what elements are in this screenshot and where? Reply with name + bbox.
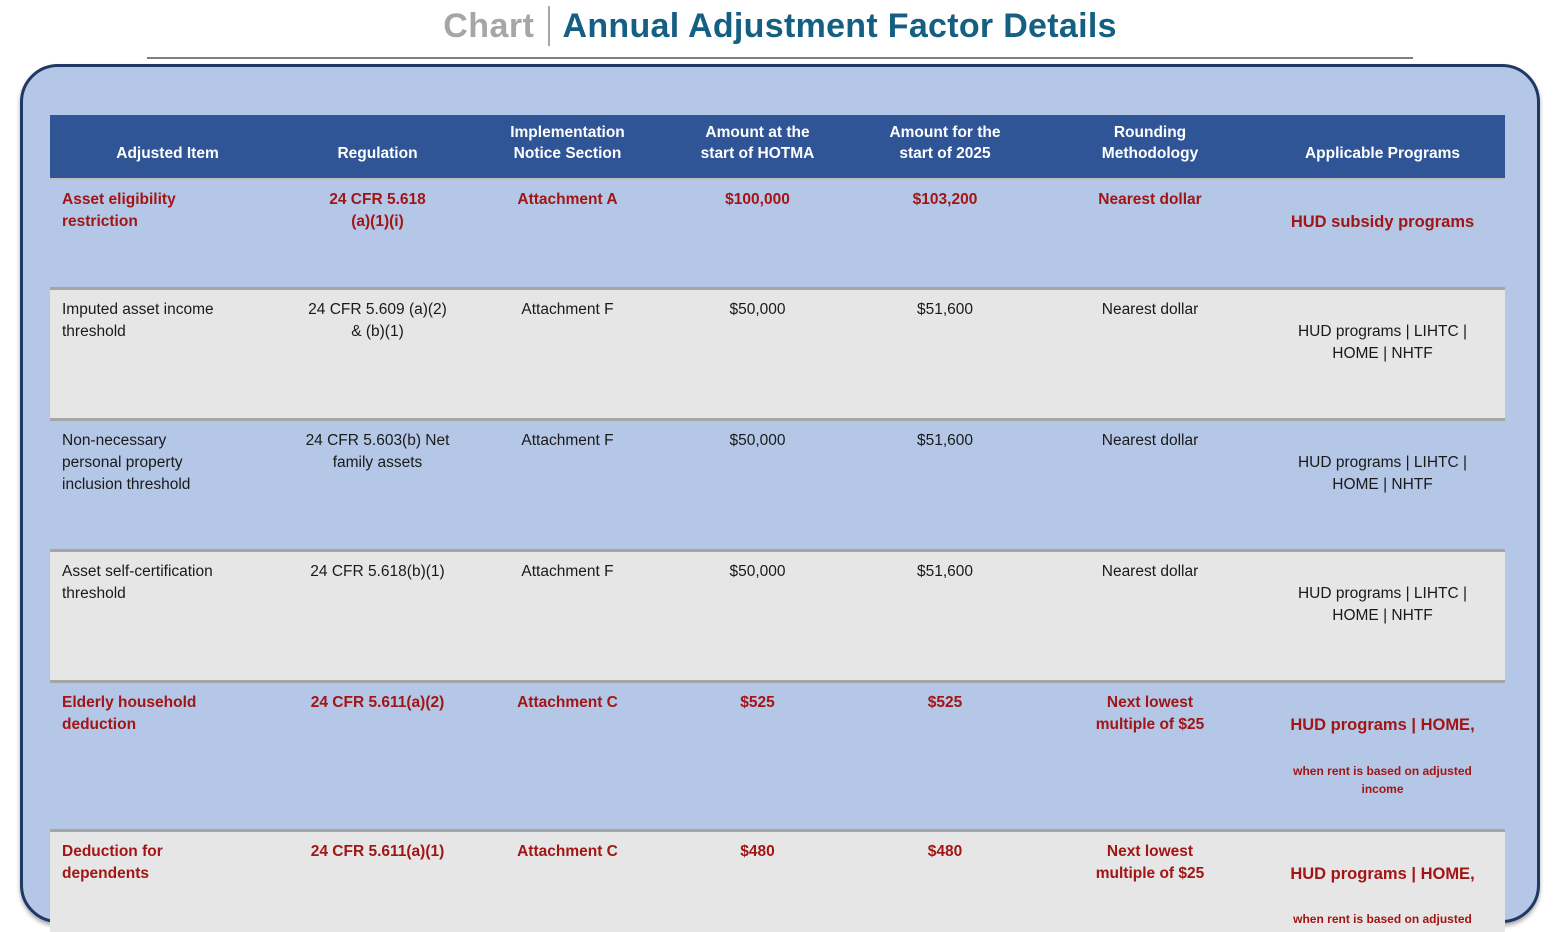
cell-notice-section: Attachment A — [470, 178, 665, 289]
cell-notice-section: Attachment F — [470, 288, 665, 420]
cell-regulation: 24 CFR 5.611(a)(2) — [285, 681, 470, 831]
column-header-amount-2025: Amount for the start of 2025 — [850, 115, 1040, 179]
cell-amount-2025: $480 — [850, 830, 1040, 932]
cell-amount-hotma: $50,000 — [665, 550, 850, 682]
cell-programs: HUD programs | LIHTC | HOME | NHTF — [1260, 550, 1505, 682]
cell-notice-section: Attachment C — [470, 681, 665, 831]
table-row: Elderly household deduction 24 CFR 5.611… — [50, 681, 1505, 831]
programs-text: HUD programs | LIHTC | HOME | NHTF — [1297, 585, 1468, 625]
programs-text: HUD programs | HOME, — [1290, 864, 1475, 883]
cell-notice-section: Attachment F — [470, 550, 665, 682]
cell-adjusted-item: Deduction for dependents — [50, 830, 285, 932]
column-header-notice-section: Implementation Notice Section — [470, 115, 665, 179]
cell-amount-hotma: $100,000 — [665, 178, 850, 289]
table-row: Non-necessary personal property inclusio… — [50, 419, 1505, 551]
cell-amount-hotma: $525 — [665, 681, 850, 831]
column-header-programs: Applicable Programs — [1260, 115, 1505, 179]
cell-programs: HUD programs | HOME, when rent is based … — [1260, 830, 1505, 932]
cell-amount-2025: $51,600 — [850, 288, 1040, 420]
cell-amount-2025: $51,600 — [850, 419, 1040, 551]
cell-amount-2025: $103,200 — [850, 178, 1040, 289]
table-row: Imputed asset income threshold 24 CFR 5.… — [50, 288, 1505, 420]
cell-amount-2025: $51,600 — [850, 550, 1040, 682]
cell-regulation: 24 CFR 5.611(a)(1) — [285, 830, 470, 932]
page-title-prefix: Chart — [443, 6, 535, 45]
cell-rounding: Next lowest multiple of $25 — [1040, 681, 1260, 831]
cell-adjusted-item: Imputed asset income threshold — [50, 288, 285, 420]
cell-amount-hotma: $50,000 — [665, 419, 850, 551]
column-header-amount-hotma: Amount at the start of HOTMA — [665, 115, 850, 179]
cell-programs: HUD programs | LIHTC | HOME | NHTF — [1260, 288, 1505, 420]
cell-regulation: 24 CFR 5.618(b)(1) — [285, 550, 470, 682]
cell-adjusted-item: Asset self-certification threshold — [50, 550, 285, 682]
cell-regulation: 24 CFR 5.609 (a)(2) & (b)(1) — [285, 288, 470, 420]
column-header-rounding: Rounding Methodology — [1040, 115, 1260, 179]
cell-amount-2025: $525 — [850, 681, 1040, 831]
cell-rounding: Nearest dollar — [1040, 288, 1260, 420]
cell-rounding: Next lowest multiple of $25 — [1040, 830, 1260, 932]
cell-notice-section: Attachment C — [470, 830, 665, 932]
cell-regulation: 24 CFR 5.618 (a)(1)(i) — [285, 178, 470, 289]
table-header-row: Adjusted Item Regulation Implementation … — [50, 115, 1505, 179]
cell-rounding: Nearest dollar — [1040, 550, 1260, 682]
cell-rounding: Nearest dollar — [1040, 419, 1260, 551]
cell-programs: HUD programs | LIHTC | HOME | NHTF — [1260, 419, 1505, 551]
programs-note: when rent is based on adjusted income — [1293, 912, 1472, 932]
page-title: Chart Annual Adjustment Factor Details — [0, 6, 1560, 46]
table-row: Deduction for dependents 24 CFR 5.611(a)… — [50, 830, 1505, 932]
table-card: Adjusted Item Regulation Implementation … — [20, 64, 1540, 932]
title-separator-bar — [547, 6, 550, 46]
programs-text: HUD programs | LIHTC | HOME | NHTF — [1297, 454, 1468, 494]
cell-adjusted-item: Non-necessary personal property inclusio… — [50, 419, 285, 551]
table-row: Asset eligibility restriction 24 CFR 5.6… — [50, 178, 1505, 289]
table-container: Adjusted Item Regulation Implementation … — [50, 115, 1505, 932]
table-row: Asset self-certification threshold 24 CF… — [50, 550, 1505, 682]
column-header-regulation: Regulation — [285, 115, 470, 179]
cell-rounding: Nearest dollar — [1040, 178, 1260, 289]
cell-regulation: 24 CFR 5.603(b) Net family assets — [285, 419, 470, 551]
cell-amount-hotma: $480 — [665, 830, 850, 932]
cell-adjusted-item: Asset eligibility restriction — [50, 178, 285, 289]
title-underline — [147, 57, 1413, 59]
column-header-adjusted-item: Adjusted Item — [50, 115, 285, 179]
cell-amount-hotma: $50,000 — [665, 288, 850, 420]
adjustment-factor-table: Adjusted Item Regulation Implementation … — [50, 115, 1505, 932]
programs-text: HUD programs | LIHTC | HOME | NHTF — [1297, 323, 1468, 363]
page-title-main: Annual Adjustment Factor Details — [562, 6, 1117, 45]
cell-programs: HUD subsidy programs — [1260, 178, 1505, 289]
cell-adjusted-item: Elderly household deduction — [50, 681, 285, 831]
programs-text: HUD programs | HOME, — [1290, 716, 1475, 735]
programs-text: HUD subsidy programs — [1290, 212, 1475, 231]
programs-note: when rent is based on adjusted income — [1293, 763, 1472, 796]
cell-notice-section: Attachment F — [470, 419, 665, 551]
cell-programs: HUD programs | HOME, when rent is based … — [1260, 681, 1505, 831]
